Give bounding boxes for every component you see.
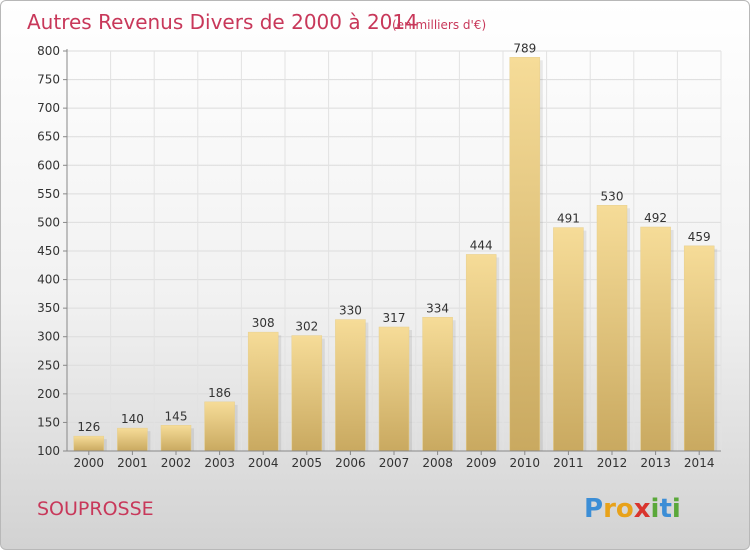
y-tick-label: 200: [37, 387, 60, 401]
x-tick-label-2014: 2014: [684, 456, 715, 470]
logo-letter: r: [603, 494, 616, 524]
bar-2001: [117, 427, 148, 452]
x-tick-label-2006: 2006: [335, 456, 366, 470]
x-tick-label-2003: 2003: [204, 456, 235, 470]
bar-2000: [73, 435, 105, 452]
x-tick-label-2002: 2002: [161, 456, 192, 470]
value-label-2005: 302: [295, 320, 318, 334]
y-tick-label: 250: [37, 358, 60, 372]
y-tick-label: 600: [37, 158, 60, 172]
bar-2014: [683, 245, 715, 452]
bar-2007: [378, 326, 410, 452]
value-label-2009: 444: [470, 238, 493, 252]
y-tick-label: 100: [37, 444, 60, 458]
y-tick-label: 450: [37, 244, 60, 258]
y-tick-label: 350: [37, 301, 60, 315]
y-tick-label: 300: [37, 330, 60, 344]
y-tick-label: 400: [37, 273, 60, 287]
bars: 126 140 145 186 308 302 330 317 334 444 789 491 530 4…: [73, 41, 718, 452]
x-tick-label-2008: 2008: [422, 456, 453, 470]
logo-letter: i: [651, 494, 660, 524]
chart-subtitle: (en milliers d'€): [392, 18, 486, 32]
y-tick-label: 550: [37, 187, 60, 201]
x-tick-label-2004: 2004: [248, 456, 279, 470]
y-tick-label: 750: [37, 73, 60, 87]
value-label-2000: 126: [77, 420, 100, 434]
y-tick-label: 800: [37, 44, 60, 58]
x-tick-label-2011: 2011: [553, 456, 584, 470]
logo-letter: o: [616, 494, 634, 524]
commune-name: SOUPROSSE: [37, 498, 154, 520]
bar-2005: [291, 335, 323, 452]
chart-title: Autres Revenus Divers de 2000 à 2014: [27, 10, 418, 34]
bar-2012: [596, 205, 628, 452]
value-label-2001: 140: [121, 412, 144, 426]
value-label-2010: 789: [513, 41, 536, 55]
axes: 100 150 200 250 300 350 400 450 500 550 600 650 700 7…: [37, 44, 721, 470]
grid: [66, 50, 722, 452]
value-label-2003: 186: [208, 386, 231, 400]
bar-2011: [553, 227, 584, 452]
logo-letter: P: [584, 494, 603, 524]
bar-2010: [509, 57, 541, 452]
x-tick-label-2009: 2009: [466, 456, 497, 470]
y-tick-label: 500: [37, 215, 60, 229]
x-tick-label-2001: 2001: [117, 456, 148, 470]
x-tick-label-2010: 2010: [510, 456, 541, 470]
x-tick-label-2012: 2012: [597, 456, 628, 470]
logo-letter: i: [672, 494, 681, 524]
value-label-2008: 334: [426, 301, 449, 315]
value-label-2002: 145: [165, 409, 188, 423]
value-label-2007: 317: [383, 311, 406, 325]
value-label-2012: 530: [601, 189, 624, 203]
value-label-2011: 491: [557, 212, 580, 226]
x-tick-label-2013: 2013: [640, 456, 671, 470]
proxiti-logo: Proxiti: [584, 494, 681, 524]
value-label-2013: 492: [644, 211, 667, 225]
x-tick-label-2007: 2007: [379, 456, 410, 470]
value-label-2006: 330: [339, 304, 362, 318]
bar-2008: [422, 317, 453, 452]
value-label-2014: 459: [688, 230, 711, 244]
bar-2004: [247, 331, 279, 452]
x-tick-label-2005: 2005: [292, 456, 323, 470]
y-tick-label: 650: [37, 130, 60, 144]
logo-letter: x: [634, 494, 651, 524]
x-tick-label-2000: 2000: [74, 456, 105, 470]
y-tick-label: 700: [37, 101, 60, 115]
bar-2009: [465, 254, 497, 452]
logo-letter: t: [659, 494, 671, 524]
bar-2002: [160, 425, 192, 452]
bar-2003: [204, 401, 235, 452]
y-tick-label: 150: [37, 415, 60, 429]
value-label-2004: 308: [252, 316, 275, 330]
bar-2013: [640, 226, 671, 452]
bar-2006: [335, 319, 366, 452]
